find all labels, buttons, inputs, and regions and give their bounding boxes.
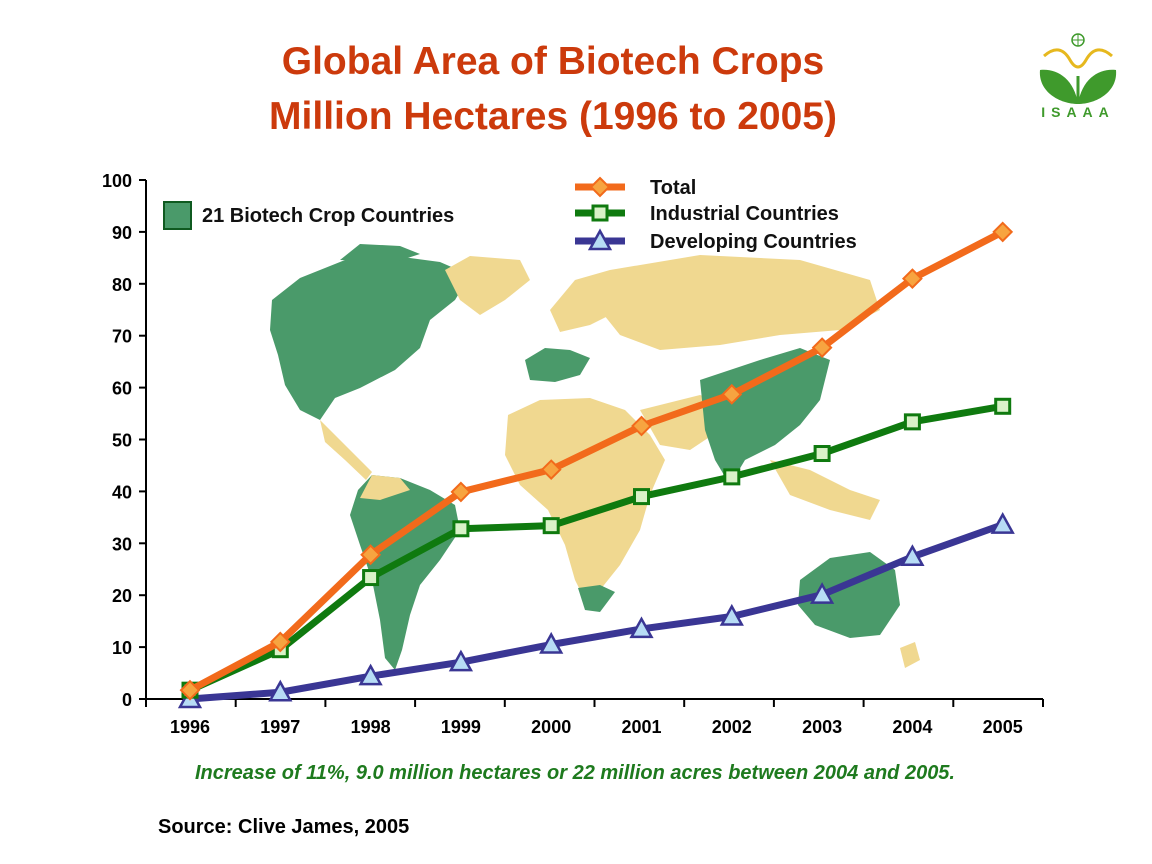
title-line-2: Million Hectares (1996 to 2005)	[269, 95, 837, 138]
map-southeast-asia	[770, 460, 880, 520]
data-point	[809, 582, 835, 604]
x-tick-label: 1996	[170, 717, 210, 737]
y-tick-label: 80	[112, 275, 132, 295]
legend-label: Total	[650, 177, 696, 199]
y-tick-label: 90	[112, 223, 132, 243]
data-point	[723, 468, 741, 486]
data-point	[990, 512, 1015, 534]
x-tick-label: 2001	[621, 717, 661, 737]
data-point	[358, 663, 383, 686]
series-total	[179, 221, 1014, 701]
data-point	[629, 616, 654, 639]
data-point	[452, 520, 470, 538]
legend-label: Developing Countries	[650, 231, 857, 253]
data-point	[362, 569, 380, 587]
map-india-china	[700, 348, 830, 485]
isaaa-logo	[1039, 33, 1117, 104]
map-south-america	[350, 475, 460, 670]
x-tick-label: 2002	[712, 717, 752, 737]
map-arctic	[340, 244, 420, 262]
data-point	[268, 679, 293, 702]
data-point	[900, 544, 925, 567]
data-point	[903, 413, 921, 431]
data-point	[992, 221, 1014, 243]
title-line-1: Global Area of Biotech Crops	[281, 40, 825, 83]
x-tick-label: 1998	[351, 717, 391, 737]
data-point	[719, 603, 744, 626]
x-tick-label: 2005	[983, 717, 1023, 737]
map-central-america	[320, 420, 372, 480]
legend-marker	[587, 228, 613, 251]
data-point	[721, 383, 743, 405]
data-point	[901, 268, 923, 290]
map-north-america	[270, 256, 470, 420]
world-map	[270, 244, 920, 670]
data-point	[631, 415, 652, 437]
map-south-africa	[578, 585, 615, 612]
footnote: Increase of 11%, 9.0 million hectares or…	[195, 762, 955, 784]
x-tick-label: 1999	[441, 717, 481, 737]
x-tick-label: 2003	[802, 717, 842, 737]
y-ticks: 0 10 20 30 40 50 60 70 80 90 100	[102, 171, 146, 710]
x-tick-label: 2000	[531, 717, 571, 737]
data-point	[540, 459, 562, 481]
y-tick-label: 50	[112, 431, 132, 451]
series-line	[188, 402, 1004, 694]
legend-marker	[589, 176, 611, 198]
y-tick-label: 10	[112, 638, 132, 658]
leaf-icon	[1039, 69, 1078, 104]
map-new-zealand	[900, 642, 920, 668]
series-line	[188, 228, 1005, 694]
legend-label: Industrial Countries	[650, 203, 839, 225]
data-point	[539, 631, 564, 654]
x-ticks: 1996 1997 1998 1999 2000 2001 2002 2003 2004 2005	[145, 699, 1044, 737]
data-point	[448, 649, 474, 672]
data-point	[811, 337, 833, 359]
series-layer	[177, 221, 1015, 709]
data-point	[179, 679, 201, 701]
data-point	[450, 481, 472, 503]
map-europe	[525, 348, 590, 382]
data-point	[269, 631, 291, 653]
y-tick-label: 70	[112, 327, 132, 347]
legend-marker	[591, 204, 609, 222]
data-point	[994, 397, 1012, 415]
x-tick-label: 1997	[260, 717, 300, 737]
data-point	[542, 517, 560, 535]
map-south-america-north	[360, 475, 410, 500]
data-point	[633, 488, 650, 506]
source-text: Source: Clive James, 2005	[158, 816, 410, 838]
y-tick-label: 0	[122, 690, 132, 710]
map-africa	[505, 398, 665, 600]
map-legend-label: 21 Biotech Crop Countries	[202, 205, 454, 227]
data-point	[360, 544, 382, 566]
x-tick-label: 2004	[892, 717, 932, 737]
chart-title: Global Area of Biotech Crops Million Hec…	[150, 34, 956, 144]
y-tick-label: 60	[112, 379, 132, 399]
map-asia-north	[600, 255, 880, 350]
y-tick-label: 30	[112, 534, 132, 554]
map-legend: 21 Biotech Crop Countries	[163, 201, 454, 230]
y-tick-label: 100	[102, 171, 132, 191]
series-line	[189, 521, 1004, 703]
data-point	[813, 445, 831, 463]
map-greenland	[445, 256, 530, 315]
map-legend-swatch	[163, 201, 192, 230]
logo-text: ISAAA	[1041, 104, 1115, 120]
y-tick-label: 20	[112, 586, 132, 606]
y-tick-label: 40	[112, 482, 132, 502]
series-developing-countries	[177, 512, 1015, 709]
series-legend: Total Industrial Countries Developing Coun…	[575, 176, 857, 253]
biotech-area-line-chart: 0 10 20 30 40 50 60 70 80 90 100 1996 1997 1998 1999 2…	[102, 171, 1044, 737]
